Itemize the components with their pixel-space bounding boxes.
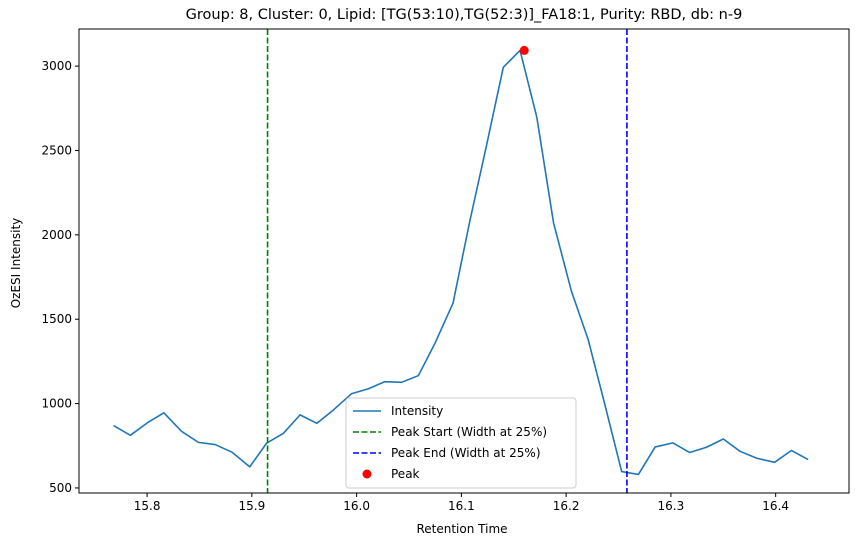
legend-entry: Peak Start (Width at 25%) [353, 425, 547, 439]
plot-frame [78, 28, 850, 494]
x-axis-label: Retention Time [416, 522, 507, 536]
legend-swatch-marker [362, 469, 372, 479]
x-tick-label: 16.2 [553, 499, 580, 513]
y-tick-label: 1000 [41, 397, 72, 411]
y-tick-label: 2000 [41, 228, 72, 242]
legend-box [345, 397, 577, 489]
x-tick-label: 15.8 [134, 499, 161, 513]
chart-title: Group: 8, Cluster: 0, Lipid: [TG(53:10),… [186, 7, 743, 23]
y-tick-label: 3000 [41, 59, 72, 73]
x-tick-label: 16.3 [658, 499, 685, 513]
y-axis: 500 1000 1500 2000 2500 3000 [41, 59, 79, 495]
legend-entry: Peak End (Width at 25%) [353, 446, 541, 460]
legend: Intensity Peak Start (Width at 25%) Peak E… [345, 397, 577, 489]
x-tick-label: 15.9 [238, 499, 265, 513]
x-tick-label: 16.4 [762, 499, 789, 513]
legend-entry: Intensity [353, 404, 443, 418]
plot-area [113, 29, 809, 493]
y-tick-label: 500 [49, 481, 72, 495]
y-tick-label: 2500 [41, 143, 72, 157]
y-axis-label: OzESI Intensity [9, 218, 23, 309]
legend-label: Peak End (Width at 25%) [391, 446, 541, 460]
x-tick-label: 16.1 [448, 499, 475, 513]
peak-marker [519, 45, 529, 55]
series-line-intensity [113, 49, 809, 476]
legend-label: Peak [391, 467, 420, 481]
legend-label: Peak Start (Width at 25%) [391, 425, 547, 439]
y-tick-label: 1500 [41, 312, 72, 326]
legend-entry: Peak [362, 467, 420, 481]
x-tick-label: 16.0 [343, 499, 370, 513]
legend-label: Intensity [391, 404, 443, 418]
x-axis: 15.8 15.9 16.0 16.1 16.2 16.3 16.4 [134, 493, 789, 513]
